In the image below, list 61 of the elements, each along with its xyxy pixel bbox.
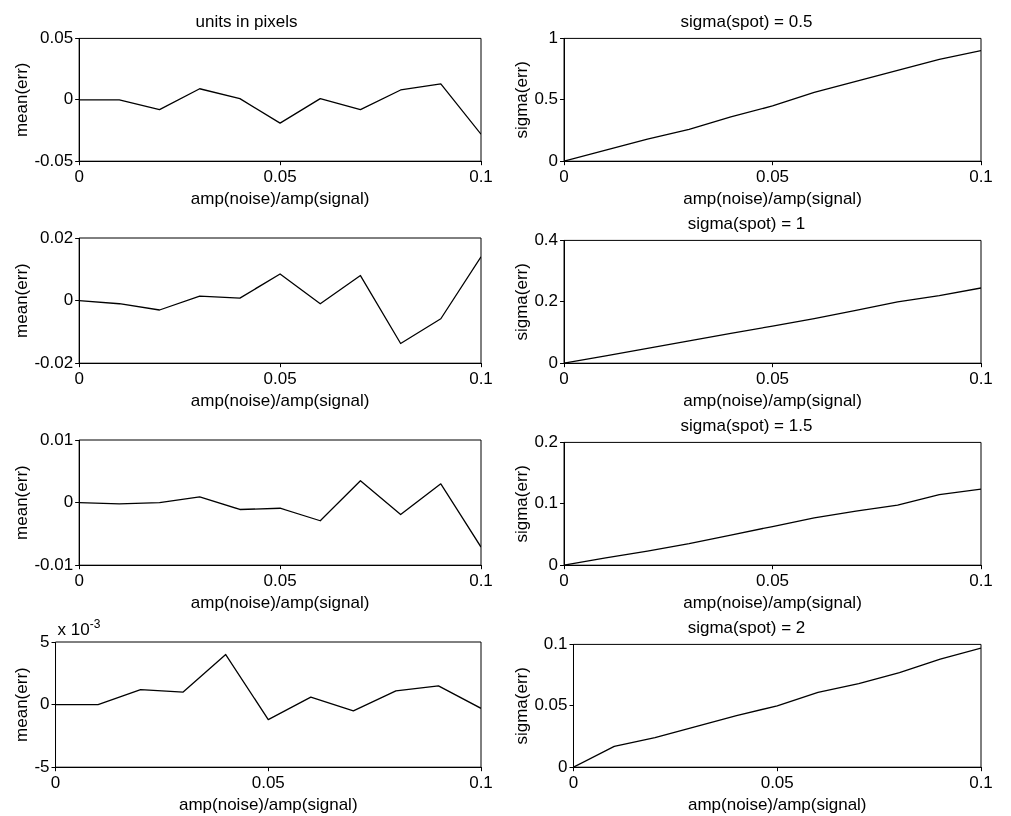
y-axis-title: sigma(err) bbox=[511, 61, 531, 139]
x-axis-title: amp(noise)/amp(signal) bbox=[190, 593, 370, 613]
x-tick-label: 0.05 bbox=[263, 167, 297, 187]
x-tick-label: 0.1 bbox=[969, 571, 993, 591]
chart-title: sigma(spot) = 1.5 bbox=[680, 415, 813, 435]
y-tick-label: 0.2 bbox=[534, 432, 559, 452]
x-tick-label: 0.05 bbox=[755, 571, 790, 591]
y-tick-label: 1 bbox=[548, 28, 559, 48]
x-tick-label: 0.1 bbox=[469, 773, 493, 793]
y-tick-label: 5 bbox=[40, 631, 50, 651]
chart-title: sigma(spot) = 2 bbox=[687, 617, 806, 637]
y-tick-label: 0 bbox=[548, 554, 559, 574]
y-tick-label: 0 bbox=[548, 352, 559, 372]
x-tick-label: 0.05 bbox=[251, 773, 285, 793]
chart-title: sigma(spot) = 1 bbox=[687, 213, 806, 233]
y-tick-label: 0 bbox=[63, 89, 74, 109]
y-tick-label: 0 bbox=[63, 492, 74, 512]
y-axis-title: mean(err) bbox=[11, 465, 31, 540]
y-tick-label: -5 bbox=[34, 756, 50, 776]
y-tick-label: -0.02 bbox=[34, 352, 74, 372]
y-tick-label: 0.05 bbox=[534, 695, 568, 715]
x-tick-label: 0.1 bbox=[469, 571, 493, 591]
y-tick-label: -0.05 bbox=[34, 150, 74, 170]
x-axis-title: amp(noise)/amp(signal) bbox=[190, 391, 370, 411]
y-axis-title: sigma(err) bbox=[511, 667, 531, 745]
x-axis-title: amp(noise)/amp(signal) bbox=[683, 391, 862, 411]
x-tick-label: 0.1 bbox=[969, 369, 993, 389]
x-tick-label: 0.1 bbox=[969, 773, 993, 793]
x-tick-label: 0.1 bbox=[469, 167, 493, 187]
y-tick-label: 0 bbox=[548, 150, 559, 170]
y-axis-title: mean(err) bbox=[11, 62, 31, 138]
y-tick-label: -0.01 bbox=[34, 554, 74, 574]
y-axis-title: mean(err) bbox=[11, 263, 31, 338]
x-tick-label: 0.05 bbox=[760, 773, 794, 793]
y-tick-label: 0.02 bbox=[40, 227, 74, 247]
y-tick-label: 0.2 bbox=[534, 291, 559, 311]
chart-title: units in pixels bbox=[195, 11, 298, 31]
x-tick-label: 0.05 bbox=[263, 571, 297, 591]
y-axis-title: mean(err) bbox=[11, 667, 31, 742]
chart-title: sigma(spot) = 0.5 bbox=[680, 11, 813, 31]
y-tick-label: 0.1 bbox=[543, 634, 568, 654]
x-axis-title: amp(noise)/amp(signal) bbox=[683, 593, 862, 613]
x-tick-label: 0.1 bbox=[969, 167, 993, 187]
x-axis-title: amp(noise)/amp(signal) bbox=[687, 795, 867, 815]
y-tick-label: 0.01 bbox=[40, 429, 74, 449]
x-axis-title: amp(noise)/amp(signal) bbox=[178, 795, 358, 815]
x-axis-title: amp(noise)/amp(signal) bbox=[683, 189, 862, 209]
x-tick-label: 0.05 bbox=[755, 167, 790, 187]
y-tick-label: 0.05 bbox=[40, 28, 74, 48]
y-tick-label: 0 bbox=[558, 756, 568, 776]
y-tick-label: 0 bbox=[63, 290, 74, 310]
y-tick-label: 0.4 bbox=[534, 230, 559, 250]
y-axis-title: sigma(err) bbox=[511, 465, 531, 543]
y-tick-label: 0.5 bbox=[534, 89, 559, 109]
y-tick-label: 0 bbox=[40, 694, 50, 714]
x-tick-label: 0.05 bbox=[263, 369, 297, 389]
x-tick-label: 0.1 bbox=[469, 369, 493, 389]
y-tick-label: 0.1 bbox=[534, 493, 559, 513]
y-axis-title: sigma(err) bbox=[511, 263, 531, 341]
x-tick-label: 0.05 bbox=[755, 369, 790, 389]
x-axis-title: amp(noise)/amp(signal) bbox=[190, 189, 370, 209]
